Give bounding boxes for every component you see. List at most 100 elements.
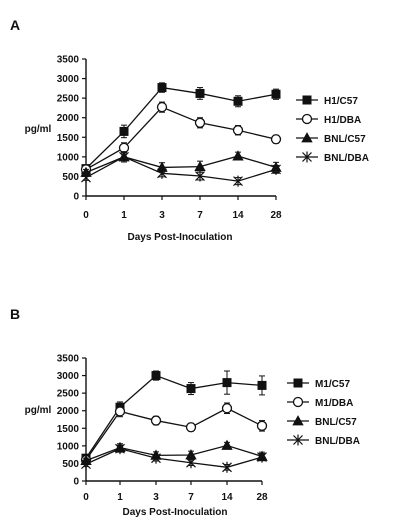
series-bnl-dba — [81, 151, 281, 187]
legend-label: BNL/DBA — [324, 153, 369, 164]
data-point — [256, 420, 268, 431]
legend-entry: M1/C57 — [287, 378, 350, 390]
data-point — [221, 439, 233, 450]
y-tick-label: 1000 — [57, 152, 80, 163]
legend-entry: BNL/C57 — [287, 415, 357, 428]
legend-label: H1/C57 — [324, 96, 358, 107]
legend-entry: BNL/DBA — [296, 151, 369, 164]
x-tick-label: 3 — [153, 492, 159, 503]
x-tick-label: 7 — [188, 492, 194, 503]
x-tick-label: 14 — [221, 492, 233, 503]
x-tick-label: 0 — [83, 492, 89, 503]
series-line — [85, 155, 277, 174]
data-point — [157, 83, 167, 93]
panel-letter: A — [10, 17, 20, 33]
y-tick-label: 2000 — [57, 406, 80, 417]
x-tick-label: 28 — [270, 210, 282, 221]
x-tick-label: 28 — [256, 492, 268, 503]
y-tick-label: 3000 — [57, 74, 80, 85]
series-line — [85, 407, 263, 461]
data-point — [118, 142, 130, 154]
data-point — [222, 378, 232, 388]
panel-b: B 0 500 1000 1500 2000 2500 3000 3500 0 1 3 7 14 28 pg/… — [10, 306, 360, 518]
data-point — [114, 406, 126, 417]
series-h1-dba — [80, 101, 282, 175]
data-point — [271, 89, 281, 99]
legend-marker — [301, 132, 313, 143]
legend-entry: BNL/DBA — [287, 434, 360, 447]
x-tick-label: 1 — [117, 492, 123, 503]
legend-label: BNL/DBA — [315, 436, 360, 447]
data-point — [257, 380, 267, 390]
series-line — [85, 447, 263, 468]
data-point — [119, 151, 129, 163]
legend-marker — [302, 95, 312, 105]
y-tick-label: 500 — [62, 459, 79, 470]
legend-label: H1/DBA — [324, 115, 361, 126]
data-point — [221, 403, 233, 414]
series-h1-c57 — [81, 82, 281, 174]
panel-a: A 0 500 1000 1500 2000 2500 3000 3500 0 1 3 7 14 28 pg/… — [10, 17, 369, 243]
legend-label: BNL/C57 — [315, 417, 357, 428]
series-bnl-dba — [81, 443, 267, 473]
data-point — [186, 457, 196, 469]
data-point — [232, 125, 244, 136]
y-tick-label: 3500 — [57, 55, 80, 66]
series-line — [85, 444, 263, 462]
y-tick-label: 3000 — [57, 371, 80, 382]
y-axis-label: pg/ml — [25, 124, 52, 135]
data-point — [232, 150, 244, 161]
y-tick-label: 1500 — [57, 133, 80, 144]
y-tick-label: 2000 — [57, 113, 80, 124]
data-point — [81, 458, 91, 470]
x-tick-label: 3 — [159, 210, 165, 221]
y-tick-label: 2500 — [57, 389, 80, 400]
legend-entry: BNL/C57 — [296, 132, 366, 145]
data-point — [194, 117, 206, 128]
y-tick-label: 2500 — [57, 94, 80, 105]
legend-label: M1/C57 — [315, 379, 350, 390]
legend-entry: M1/DBA — [287, 396, 353, 409]
series-line — [85, 86, 277, 170]
legend-marker — [302, 151, 312, 163]
data-point — [185, 422, 197, 433]
y-tick-label: 0 — [73, 477, 79, 488]
y-tick-label: 500 — [62, 172, 79, 183]
panel-letter: B — [10, 306, 20, 322]
legend-entry: H1/DBA — [296, 113, 361, 126]
legend-marker — [293, 434, 303, 446]
data-point — [195, 88, 205, 98]
data-point — [271, 163, 281, 175]
series-line — [85, 106, 277, 170]
x-tick-label: 7 — [197, 210, 203, 221]
data-point — [257, 451, 267, 463]
legend-marker — [292, 415, 304, 426]
y-tick-label: 1500 — [57, 424, 80, 435]
y-tick-label: 0 — [73, 192, 79, 203]
legend-marker — [293, 378, 303, 388]
legend-marker — [301, 113, 313, 125]
legend-label: BNL/C57 — [324, 134, 366, 145]
legend-marker — [292, 396, 304, 408]
data-point — [233, 175, 243, 187]
data-point — [156, 101, 168, 113]
x-axis-label: Days Post-Inoculation — [122, 507, 227, 518]
data-point — [186, 384, 196, 394]
data-point — [115, 443, 125, 455]
data-point — [150, 415, 162, 426]
data-point — [233, 96, 243, 106]
x-tick-label: 1 — [121, 210, 127, 221]
x-tick-label: 0 — [83, 210, 89, 221]
data-point — [151, 452, 161, 464]
data-point — [195, 170, 205, 182]
x-tick-label: 14 — [232, 210, 244, 221]
x-axis-label: Days Post-Inoculation — [127, 232, 232, 243]
data-point — [81, 172, 91, 184]
y-tick-label: 3500 — [57, 354, 80, 365]
data-point — [270, 134, 282, 145]
y-axis-label: pg/ml — [25, 405, 52, 416]
legend-entry: H1/C57 — [296, 95, 358, 107]
series-line — [85, 374, 263, 459]
